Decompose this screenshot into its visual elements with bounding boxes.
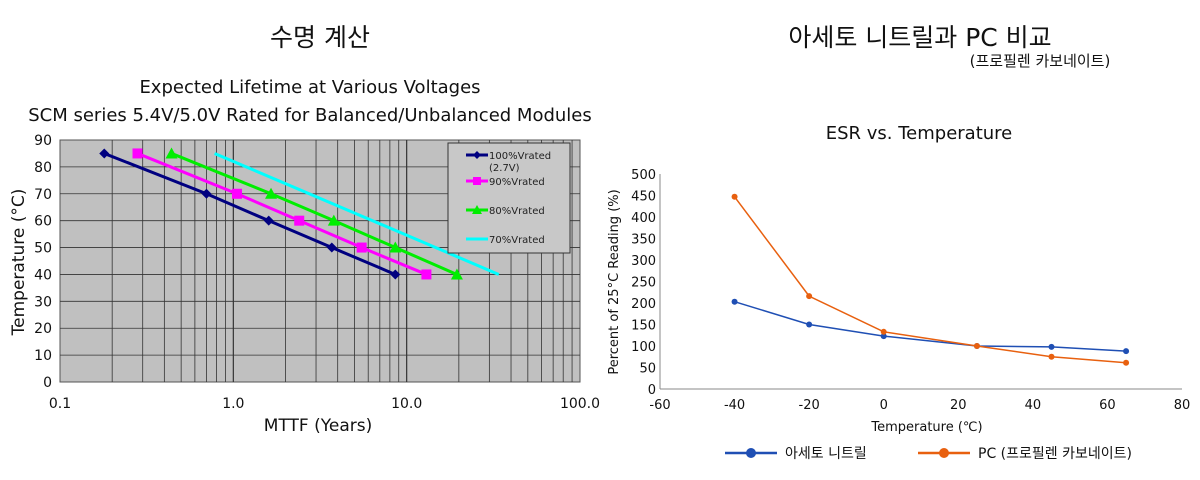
lifetime-point-2 (450, 268, 463, 280)
left-heading: 수명 계산 (270, 23, 370, 52)
lifetime-point-2 (165, 147, 178, 159)
lifetime-x-tick: 0.1 (49, 396, 71, 412)
lifetime-point-1 (232, 188, 243, 199)
lifetime-legend-marker-2 (472, 205, 482, 214)
lifetime-series-line-3 (214, 152, 500, 276)
esr-y-tick: 350 (631, 233, 656, 248)
lifetime-x-axis-label: MTTF (Years) (264, 416, 372, 436)
esr-legend-label-0: 아세토 니트릴 (785, 446, 867, 462)
esr-point-1 (731, 193, 738, 200)
lifetime-y-tick: 40 (34, 267, 52, 283)
lifetime-point-1 (294, 215, 305, 226)
esr-x-tick: 60 (1099, 398, 1116, 413)
lifetime-point-1 (132, 148, 143, 159)
lifetime-legend-label-1: 90%Vrated (489, 177, 545, 188)
lifetime-y-tick: 60 (34, 214, 52, 230)
esr-x-tick: -40 (724, 398, 745, 413)
lifetime-point-0 (326, 242, 337, 253)
lifetime-point-0 (263, 215, 274, 226)
esr-y-axis-label: Percent of 25°C Reading (%) (607, 189, 622, 374)
esr-point-1 (1123, 359, 1130, 366)
esr-x-tick: -20 (799, 398, 820, 413)
lifetime-legend-marker-1 (473, 177, 481, 185)
lifetime-chart-subtitle: SCM series 5.4V/5.0V Rated for Balanced/… (28, 105, 592, 126)
esr-series-line-1 (733, 196, 1127, 364)
lifetime-point-1 (356, 242, 367, 253)
esr-point-1 (1048, 353, 1055, 360)
esr-x-tick: 80 (1174, 398, 1191, 413)
lifetime-legend-label-0: 100%Vrated (489, 151, 551, 162)
esr-point-1 (880, 328, 887, 335)
esr-point-0 (1048, 343, 1055, 350)
lifetime-y-tick: 90 (34, 133, 52, 149)
right-heading: 아세토 니트릴과 PC 비교 (788, 23, 1052, 52)
lifetime-legend-label2-0: (2.7V) (489, 163, 520, 174)
lifetime-y-tick: 30 (34, 294, 52, 310)
esr-y-tick: 400 (631, 211, 656, 226)
lifetime-point-0 (390, 269, 401, 280)
esr-point-1 (806, 293, 813, 300)
esr-chart: ESR vs. Temperature -60 -40 -20 0 20 40 60 80 0 5… (607, 123, 1191, 462)
esr-point-0 (806, 321, 813, 328)
lifetime-legend-label-2: 80%Vrated (489, 206, 545, 217)
esr-y-tick: 100 (631, 340, 656, 355)
lifetime-x-tick: 100.0 (560, 396, 600, 412)
lifetime-point-2 (327, 214, 340, 226)
esr-x-axis-label: Temperature (℃) (870, 420, 982, 435)
esr-point-0 (731, 298, 738, 305)
esr-legend-label-1: PC (프로필렌 카보네이트) (978, 446, 1132, 462)
esr-chart-title: ESR vs. Temperature (826, 123, 1013, 144)
lifetime-legend (447, 142, 571, 254)
lifetime-chart: Expected Lifetime at Various Voltages SC… (9, 77, 600, 436)
esr-series-line-0 (734, 300, 1127, 352)
lifetime-y-tick: 70 (34, 187, 52, 203)
lifetime-x-tick: 1.0 (222, 396, 244, 412)
esr-y-tick: 450 (631, 190, 656, 205)
lifetime-legend-label-3: 70%Vrated (489, 235, 545, 246)
lifetime-point-1 (421, 269, 432, 280)
lifetime-point-2 (265, 187, 278, 199)
right-subheading: (프로필렌 카보네이트) (969, 52, 1111, 70)
esr-point-0 (880, 333, 887, 340)
esr-x-tick: 40 (1025, 398, 1042, 413)
esr-y-tick: 150 (631, 319, 656, 334)
lifetime-chart-title: Expected Lifetime at Various Voltages (139, 77, 480, 98)
lifetime-y-tick: 50 (34, 241, 52, 257)
esr-y-tick: 0 (648, 383, 656, 398)
esr-y-tick: 200 (631, 297, 656, 312)
esr-y-tick: 300 (631, 254, 656, 269)
lifetime-y-tick: 10 (34, 348, 52, 364)
lifetime-point-2 (389, 241, 402, 253)
lifetime-y-tick: 0 (43, 375, 52, 391)
esr-y-tick: 250 (631, 276, 656, 291)
lifetime-legend-marker-0 (473, 151, 481, 159)
lifetime-point-0 (201, 188, 212, 199)
esr-x-tick: -60 (649, 398, 670, 413)
esr-x-tick: 0 (880, 398, 888, 413)
esr-legend-marker-1 (939, 448, 949, 458)
esr-point-0 (1123, 348, 1130, 355)
lifetime-point-0 (99, 148, 110, 159)
esr-point-1 (973, 343, 980, 349)
lifetime-y-axis-label: Temperature (°C) (9, 189, 29, 337)
esr-legend-marker-0 (746, 448, 756, 458)
lifetime-x-tick: 10.0 (391, 396, 422, 412)
lifetime-y-tick: 20 (34, 321, 52, 337)
esr-y-tick: 500 (631, 168, 656, 183)
esr-x-tick: 20 (950, 398, 967, 413)
esr-y-tick: 50 (639, 362, 656, 377)
lifetime-y-tick: 80 (34, 160, 52, 176)
